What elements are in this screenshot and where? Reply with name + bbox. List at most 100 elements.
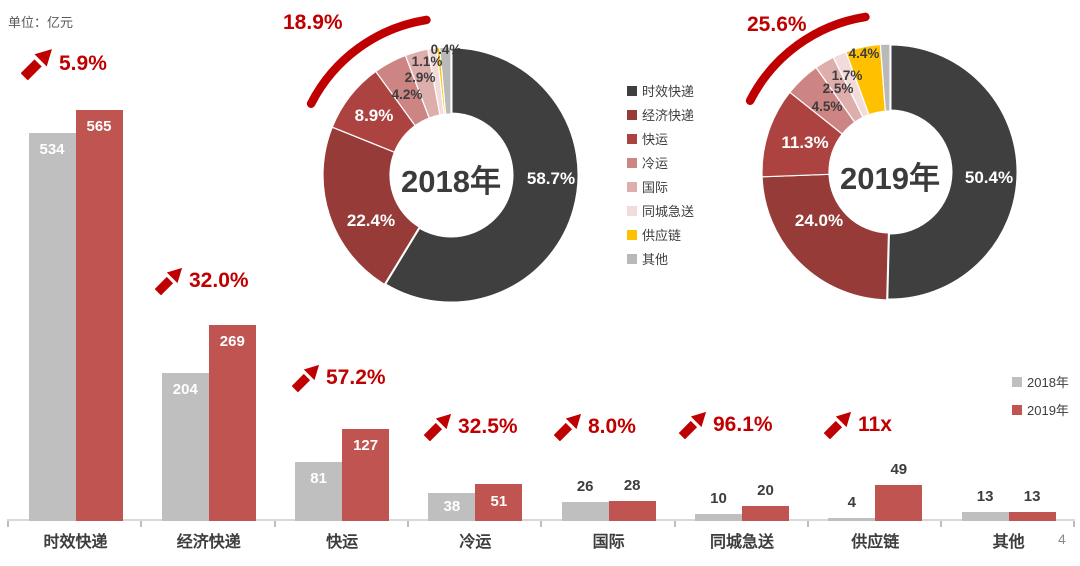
donut-slice-2019年-1 [761,173,890,301]
bar-value-label: 81 [310,470,327,488]
bar-2018-cat2 [295,462,343,521]
donut-percent-label: 22.4% [346,211,396,230]
legend-item-6: 供应链 [627,225,681,244]
donut-year-label: 2018年 [401,164,501,199]
legend-swatch [627,85,637,96]
legend-item-1: 经济快递 [627,105,694,124]
donut-percent-label: 11.3% [781,133,829,152]
growth-label: 32.5% [458,415,518,438]
bar-2018-cat0 [28,132,76,521]
category-label-2: 快运 [326,534,359,551]
donut-slice-2019年-7 [879,43,891,112]
growth-annotation-3: 32.5% [424,413,518,441]
donut-percent-label: 4.2% [391,87,423,102]
x-axis-tick [806,521,809,527]
legend-label: 冷运 [642,156,669,171]
bar-2019-cat3 [475,483,523,521]
bar-2019-cat4 [608,500,656,521]
legend-label: 快运 [642,132,669,147]
legend-swatch [627,109,637,120]
donut-chart-2018年 [306,15,581,305]
legend-label: 其他 [642,252,669,267]
bar-2019-cat1 [208,325,256,521]
x-axis-tick [673,521,676,527]
growth-annotation-6: 11x [824,411,892,439]
legend-label: 供应链 [642,228,682,243]
legend-item-2: 快运 [627,129,668,148]
legend-label: 2019年 [1027,403,1069,418]
growth-label: 32.0% [189,269,249,292]
bar-2018-cat7 [961,511,1009,521]
category-label-3: 冷运 [459,534,492,551]
donut-growth-label: 18.9% [283,11,343,34]
growth-arrow-icon [155,267,183,295]
bar-value-label: 26 [576,478,594,496]
legend-item-4: 国际 [627,177,668,196]
growth-arrow-icon [824,411,852,439]
donut-slice-2019年-0 [885,42,1020,302]
donut-slice-2018年-1 [322,126,421,286]
bar-2018-cat1 [161,372,209,521]
bar-2019-cat7 [1008,511,1056,521]
x-axis-tick [1073,521,1076,527]
bar-2018-cat3 [428,493,476,521]
bar-2018-cat4 [561,502,609,521]
legend-item-7: 其他 [627,249,668,268]
growth-label: 5.9% [59,52,107,75]
category-label-1: 经济快递 [176,534,241,551]
growth-label: 96.1% [713,413,773,436]
bar-value-label: 13 [1023,487,1041,505]
legend-swatch [627,157,637,168]
bar-2018-cat5 [695,513,742,521]
x-axis-line [7,519,1075,521]
donut-percent-label: 24.0% [794,211,844,230]
legend-item-5: 同城急送 [627,201,694,220]
bar-value-label: 565 [86,118,112,136]
bar-value-label: 13 [976,487,994,505]
growth-label: 8.0% [588,415,636,438]
bar-2019-cat6 [875,485,923,521]
x-axis-tick [406,521,409,527]
donut-percent-label: 0.4% [430,42,462,57]
donut-percent-label: 4.5% [811,99,843,114]
x-axis-tick [540,521,543,527]
bar-2019-cat0 [75,110,123,521]
bar-value-label: 4 [847,494,856,512]
growth-arc [306,15,431,108]
legend-swatch [627,253,637,264]
growth-label: 57.2% [326,366,386,389]
legend-item-0: 时效快递 [627,81,694,100]
donut-percent-label: 50.4% [964,168,1014,187]
growth-annotation-4: 8.0% [554,413,636,441]
category-label-6: 供应链 [851,534,900,551]
bar-value-label: 10 [710,489,727,507]
growth-arrow-icon [554,413,582,441]
legend-swatch [627,181,637,192]
legend-swatch [1012,376,1022,387]
growth-arrow-icon [292,364,320,392]
donut-growth-label: 25.6% [747,13,807,36]
legend-label: 经济快递 [642,108,695,123]
growth-arrow-icon [679,411,707,439]
bar-value-label: 38 [443,498,461,516]
bar-legend-item-1: 2019年 [1012,400,1069,419]
bar-value-label: 28 [623,476,641,494]
growth-annotation-0: 5.9% [21,48,107,80]
growth-arrow-icon [424,413,452,441]
bar-value-label: 20 [757,482,774,500]
legend-swatch [627,133,637,144]
donut-chart-2019年 [745,12,1020,302]
growth-annotation-1: 32.0% [155,267,249,295]
donut-percent-label: 1.1% [411,54,443,69]
legend-item-3: 冷运 [627,153,668,172]
bar-value-label: 127 [353,436,379,454]
legend-swatch [1012,404,1022,415]
bar-2018-cat6 [828,518,876,521]
bar-value-label: 51 [490,493,508,511]
bar-value-label: 204 [172,380,198,398]
bar-value-label: 269 [219,333,245,351]
donut-percent-label: 8.9% [354,106,394,125]
donut-percent-label: 2.9% [404,70,436,85]
growth-annotation-2: 57.2% [292,364,386,392]
